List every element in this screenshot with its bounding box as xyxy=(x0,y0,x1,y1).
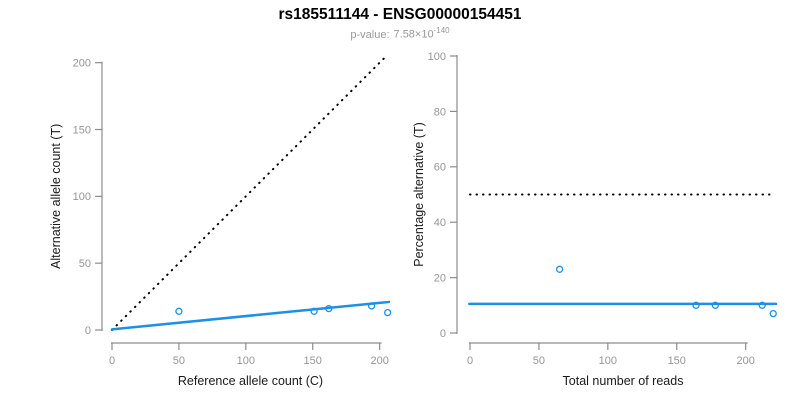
y-tick-label: 60 xyxy=(434,162,446,174)
y-tick-label: 50 xyxy=(79,258,91,270)
y-tick-label: 100 xyxy=(428,51,446,63)
data-point xyxy=(692,301,700,309)
data-point xyxy=(711,301,720,309)
p-value-label: p-value: xyxy=(350,28,390,41)
fit-line xyxy=(110,300,391,331)
y-tick-label: 0 xyxy=(440,328,446,340)
y-tick-label: 150 xyxy=(73,124,91,136)
x-tick-label: 0 xyxy=(467,355,473,367)
x-tick-label: 100 xyxy=(237,355,255,367)
y-tick-label: 200 xyxy=(73,58,91,70)
y-tick-label: 40 xyxy=(434,217,446,229)
y-tick-label: 20 xyxy=(434,272,446,284)
identity-line xyxy=(111,55,387,331)
x-axis-title: Total number of reads xyxy=(563,374,684,388)
data-point xyxy=(769,309,777,318)
x-tick-label: 150 xyxy=(304,355,322,367)
left-plot: 0 50 100 150 200 0 50 100 150 200 Reference allele… xyxy=(49,55,392,388)
x-tick-label: 0 xyxy=(109,355,115,367)
data-point xyxy=(310,307,318,315)
y-axis-title: Percentage alternative (T) xyxy=(412,122,426,267)
x-tick-label: 50 xyxy=(173,355,185,367)
data-point xyxy=(367,302,376,310)
p-value-subtitle: p-value: 7.58×10-140 xyxy=(0,26,800,41)
y-tick-label: 0 xyxy=(85,325,91,337)
x-tick-label: 100 xyxy=(599,355,617,367)
x-tick-label: 150 xyxy=(668,355,686,367)
data-point xyxy=(325,304,333,313)
data-point xyxy=(384,308,392,317)
y-axis-title: Alternative allele count (T) xyxy=(49,124,63,269)
data-point xyxy=(175,307,183,315)
x-tick-label: 50 xyxy=(533,355,545,367)
right-plot: 0 20 40 60 80 100 0 50 100 150 200 Total number of … xyxy=(412,51,778,388)
x-axis-title: Reference allele count (C) xyxy=(178,374,323,388)
y-tick-label: 100 xyxy=(73,191,91,203)
p-value-exponent: -140 xyxy=(433,26,450,35)
page-title: rs185511144 - ENSG00000154451 xyxy=(278,6,522,23)
data-point xyxy=(555,265,564,273)
p-value-mantissa: 7.58×10 xyxy=(393,28,434,41)
y-tick-label: 80 xyxy=(434,106,446,118)
x-tick-label: 200 xyxy=(370,355,388,367)
x-tick-label: 200 xyxy=(736,355,754,367)
data-point xyxy=(758,301,766,309)
